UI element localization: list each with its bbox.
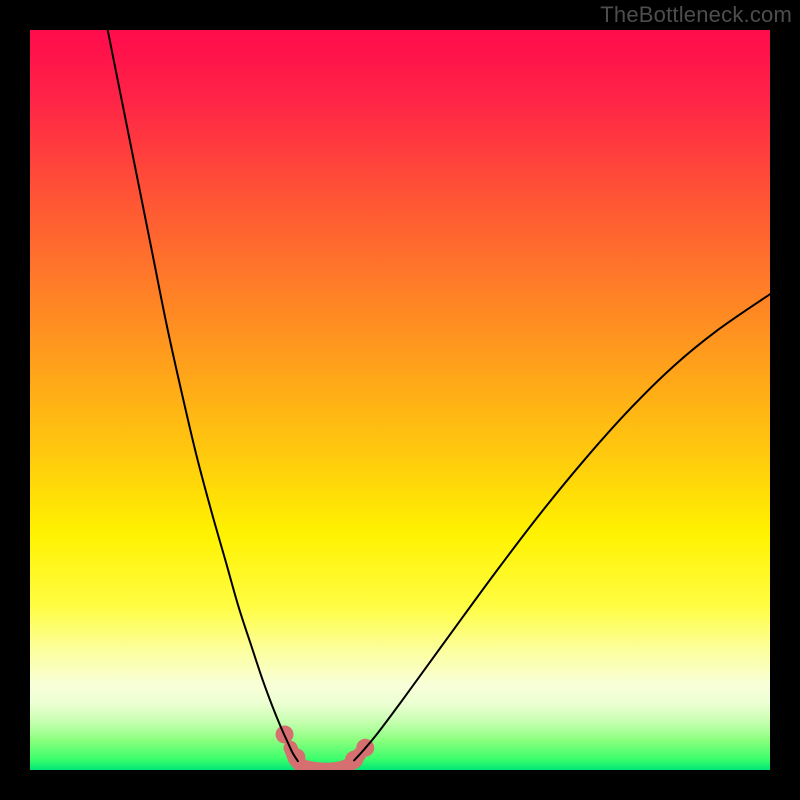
plot-background xyxy=(30,30,770,770)
watermark-text: TheBottleneck.com xyxy=(600,2,792,28)
bottleneck-chart xyxy=(0,0,800,800)
